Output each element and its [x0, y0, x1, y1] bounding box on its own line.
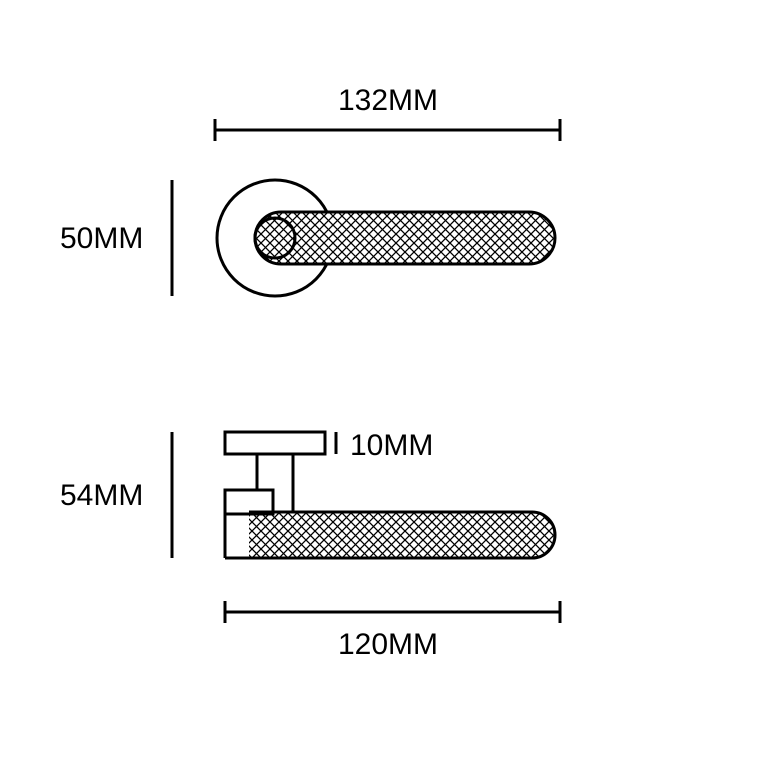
- dim-front-height: 50MM: [60, 180, 172, 296]
- dimension-diagram: 132MM 50MM 54MM 10MM: [0, 0, 768, 768]
- plate-outline: [225, 432, 325, 454]
- label-lever-length: 120MM: [338, 628, 438, 661]
- label-plate-thickness: 10MM: [350, 429, 433, 462]
- label-side-height: 54MM: [60, 479, 143, 512]
- label-top-width: 132MM: [338, 84, 438, 117]
- label-front-height: 50MM: [60, 222, 143, 255]
- dim-top-width: 132MM: [215, 84, 560, 141]
- lever-front: [255, 212, 555, 264]
- dim-plate-thickness: 10MM: [336, 429, 433, 462]
- lever-side: [225, 512, 555, 558]
- dim-lever-length: 120MM: [225, 601, 560, 661]
- dim-side-height: 54MM: [60, 432, 172, 558]
